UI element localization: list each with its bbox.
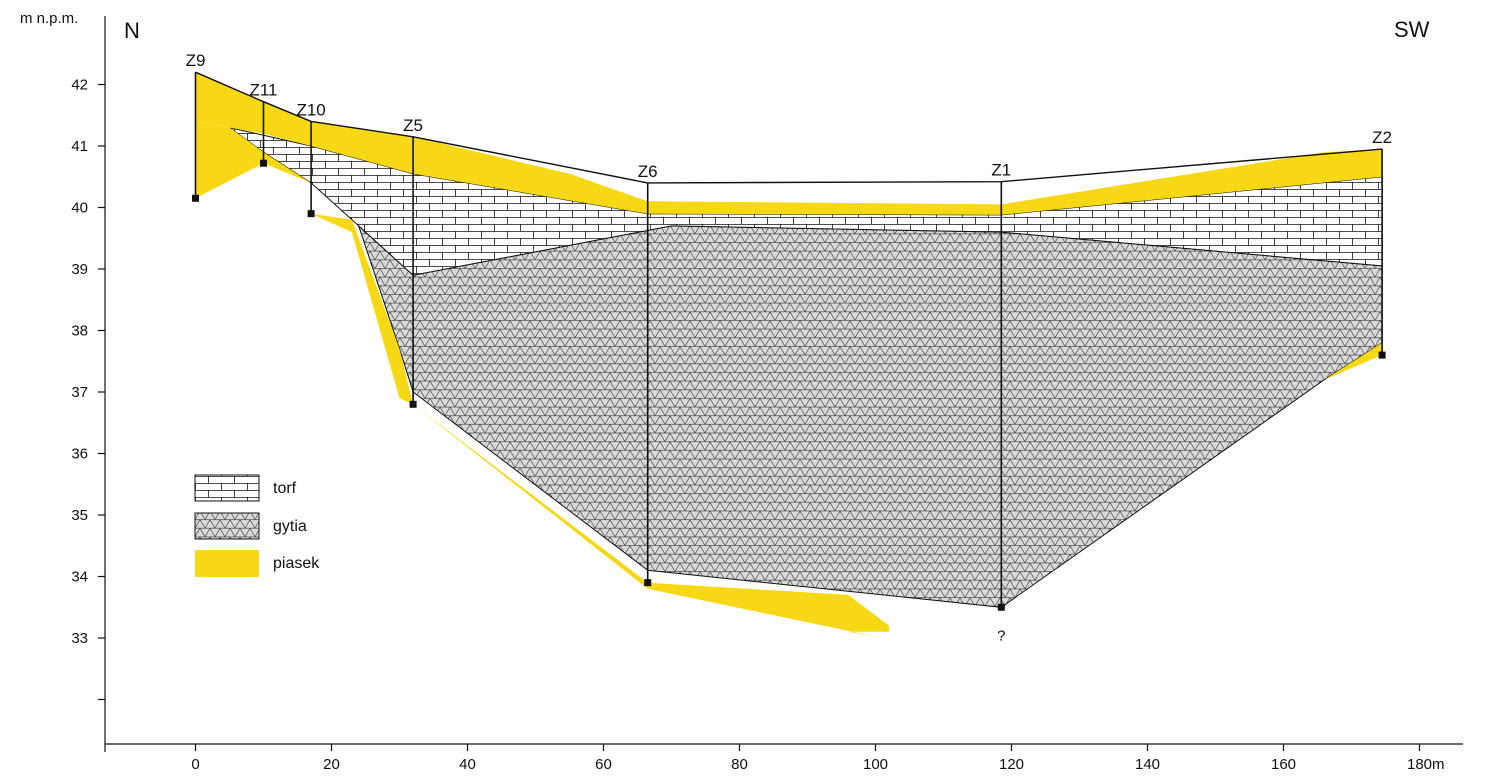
legend: torf gytia piasek — [194, 474, 320, 577]
axes: 42 41 40 39 38 37 36 35 34 33 0 20 40 60 80 100 120 140 1… — [20, 10, 1463, 773]
x-tick-label: 120 — [999, 756, 1024, 773]
borehole-z11-bottom-marker — [260, 159, 267, 167]
borehole-z6-label: Z6 — [638, 162, 658, 181]
x-tick-label: 20 — [323, 756, 340, 773]
borehole-z9-bottom-marker — [192, 194, 199, 202]
boreholes: Z9 Z11 Z10 Z5 Z6 Z1? Z2 — [186, 51, 1392, 644]
borehole-z6-bottom-marker — [644, 579, 652, 587]
x-tick-label: 80 — [731, 756, 748, 773]
borehole-z1-label: Z1 — [991, 161, 1011, 180]
borehole-z10-label: Z10 — [296, 100, 325, 119]
borehole-z5-label: Z5 — [403, 116, 423, 135]
legend-swatch-piasek — [195, 550, 259, 577]
borehole-z1-note: ? — [997, 627, 1005, 644]
gytia-layer-0 — [357, 224, 1383, 608]
y-tick-label: 39 — [71, 261, 88, 278]
legend-swatch-torf — [194, 474, 260, 502]
x-tick-label: 180 — [1407, 756, 1432, 773]
piasek-layer-3 — [1324, 342, 1383, 380]
y-ticks: 42 41 40 39 38 37 36 35 34 33 — [71, 77, 105, 701]
y-tick-label: 33 — [71, 630, 88, 647]
legend-label-piasek: piasek — [273, 555, 320, 572]
borehole-z1-bottom-marker — [997, 603, 1005, 611]
x-tick-label: 140 — [1135, 756, 1160, 773]
y-tick-label: 38 — [71, 323, 88, 340]
legend-label-torf: torf — [273, 480, 297, 497]
geology-layers — [195, 71, 1383, 638]
y-tick-label: 42 — [71, 77, 88, 94]
direction-right-label: SW — [1394, 17, 1430, 42]
x-tick-label: 160 — [1271, 756, 1296, 773]
y-tick-label: 35 — [71, 507, 88, 524]
piasek-layer-0 — [195, 72, 1383, 215]
legend-label-gytia: gytia — [273, 518, 307, 535]
y-tick-label: 40 — [71, 200, 88, 217]
y-tick-label: 34 — [71, 569, 88, 586]
y-tick-label: 41 — [71, 138, 88, 155]
borehole-z5-bottom-marker — [409, 400, 417, 408]
x-tick-label: 40 — [459, 756, 476, 773]
x-unit-label: m — [1432, 756, 1445, 773]
legend-swatch-gytia — [194, 512, 260, 540]
borehole-z10-bottom-marker — [307, 210, 315, 218]
borehole-z11-label: Z11 — [249, 81, 277, 100]
borehole-z2-bottom-marker — [1378, 351, 1386, 359]
borehole-z9-label: Z9 — [186, 51, 206, 70]
x-ticks: 0 20 40 60 80 100 120 140 160 180 — [191, 744, 1432, 773]
direction-left-label: N — [124, 18, 140, 43]
x-tick-label: 100 — [863, 756, 888, 773]
torf-layer-0 — [229, 127, 1383, 276]
y-tick-label: 37 — [71, 384, 88, 401]
x-tick-label: 60 — [595, 756, 612, 773]
x-tick-label: 0 — [191, 756, 199, 773]
y-tick-label: 36 — [71, 446, 88, 463]
borehole-z2-label: Z2 — [1372, 128, 1392, 147]
y-unit-label: m n.p.m. — [20, 10, 78, 27]
